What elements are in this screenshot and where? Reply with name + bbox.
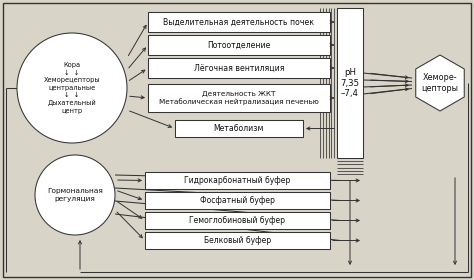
Text: Деятельность ЖКТ
Метаболическая нейтрализация печенью: Деятельность ЖКТ Метаболическая нейтрали… xyxy=(159,91,319,105)
Text: Потоотделение: Потоотделение xyxy=(207,41,271,50)
FancyBboxPatch shape xyxy=(145,192,330,209)
Text: Гемоглобиновый буфер: Гемоглобиновый буфер xyxy=(190,216,285,225)
FancyBboxPatch shape xyxy=(175,120,303,137)
FancyBboxPatch shape xyxy=(145,172,330,189)
Text: Лёгочная вентиляция: Лёгочная вентиляция xyxy=(194,64,284,73)
FancyBboxPatch shape xyxy=(145,212,330,229)
Text: Хеморе-
цепторы: Хеморе- цепторы xyxy=(421,73,458,93)
Text: Метаболизм: Метаболизм xyxy=(214,124,264,133)
Circle shape xyxy=(35,155,115,235)
Text: Фосфатный буфер: Фосфатный буфер xyxy=(200,196,275,205)
FancyBboxPatch shape xyxy=(148,84,330,112)
Text: Гидрокарбонатный буфер: Гидрокарбонатный буфер xyxy=(184,176,291,185)
FancyBboxPatch shape xyxy=(148,35,330,55)
Text: Кора
↓  ↓
Хеморецепторы
центральные
↓  ↓
Дыхательный
центр: Кора ↓ ↓ Хеморецепторы центральные ↓ ↓ Д… xyxy=(44,62,100,114)
Polygon shape xyxy=(416,55,464,111)
FancyBboxPatch shape xyxy=(148,58,330,78)
FancyBboxPatch shape xyxy=(148,12,330,32)
FancyBboxPatch shape xyxy=(145,232,330,249)
Text: Гормональная
регуляция: Гормональная регуляция xyxy=(47,188,103,202)
FancyBboxPatch shape xyxy=(337,8,363,158)
Text: рН
7,35
–7,4: рН 7,35 –7,4 xyxy=(340,68,360,98)
Text: Выделительная деятельность почек: Выделительная деятельность почек xyxy=(164,18,315,27)
Circle shape xyxy=(17,33,127,143)
Text: Белковый буфер: Белковый буфер xyxy=(204,236,271,245)
